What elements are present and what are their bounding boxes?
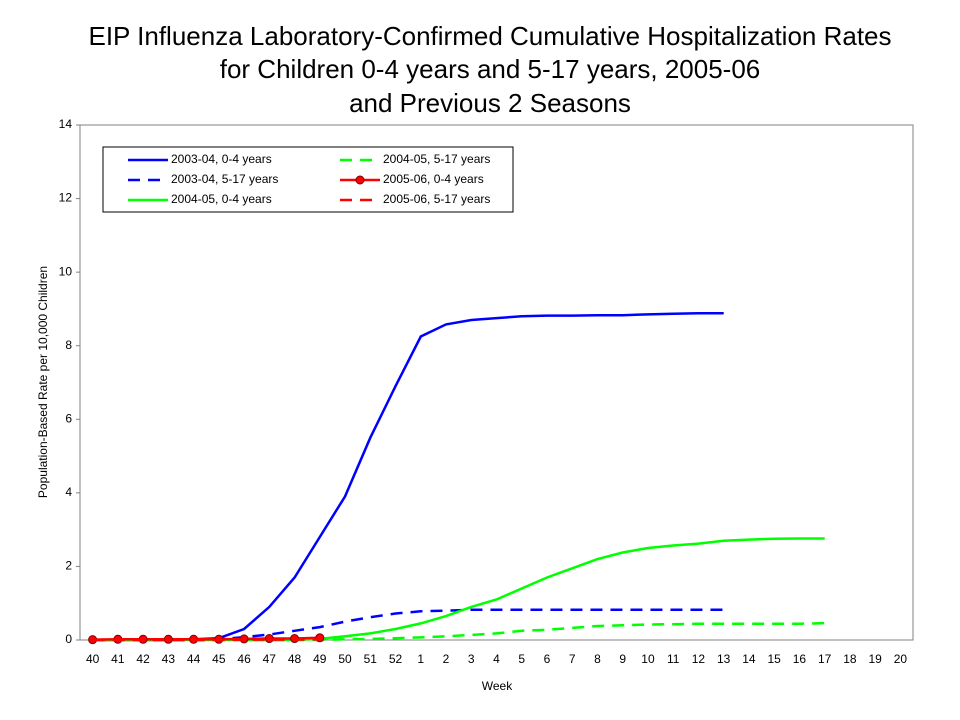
legend-label: 2003-04, 5-17 years xyxy=(171,172,278,186)
x-tick-label: 8 xyxy=(594,652,601,666)
legend-label: 2004-05, 0-4 years xyxy=(171,192,272,206)
x-tick-label: 46 xyxy=(237,652,251,666)
y-tick-label: 6 xyxy=(65,411,72,425)
x-tick-label: 2 xyxy=(443,652,450,666)
x-tick-label: 3 xyxy=(468,652,475,666)
line xyxy=(92,312,724,642)
x-tick-label: 14 xyxy=(742,652,756,666)
y-tick-label: 12 xyxy=(59,191,73,205)
y-tick-label: 14 xyxy=(59,117,73,131)
x-tick-label: 13 xyxy=(717,652,731,666)
chart-title: and Previous 2 Seasons xyxy=(349,88,631,118)
plot-area xyxy=(79,124,914,641)
x-tick-label: 40 xyxy=(86,652,100,666)
chart-title: EIP Influenza Laboratory-Confirmed Cumul… xyxy=(88,21,891,51)
line xyxy=(92,621,825,642)
x-tick-label: 7 xyxy=(569,652,576,666)
x-tick-label: 41 xyxy=(111,652,125,666)
x-tick-label: 6 xyxy=(544,652,551,666)
x-tick-label: 42 xyxy=(136,652,150,666)
x-tick-label: 20 xyxy=(894,652,908,666)
line xyxy=(92,608,724,642)
x-tick-label: 12 xyxy=(692,652,706,666)
x-tick-label: 51 xyxy=(364,652,378,666)
marker xyxy=(163,634,173,644)
chart-title: for Children 0-4 years and 5-17 years, 2… xyxy=(220,54,761,84)
marker xyxy=(315,633,325,643)
y-axis-label: Population-Based Rate per 10,000 Childre… xyxy=(36,266,50,498)
y-tick-label: 2 xyxy=(65,559,72,573)
x-tick-label: 48 xyxy=(288,652,302,666)
x-tick-label: 10 xyxy=(641,652,655,666)
x-tick-label: 11 xyxy=(667,652,680,666)
x-tick-label: 16 xyxy=(793,652,807,666)
x-axis-label: Week xyxy=(482,679,513,693)
legend-label: 2005-06, 5-17 years xyxy=(383,192,490,206)
y-tick-label: 4 xyxy=(65,485,72,499)
x-tick-label: 50 xyxy=(338,652,352,666)
legend-marker xyxy=(355,175,365,185)
legend-label: 2004-05, 5-17 years xyxy=(383,152,490,166)
legend-label: 2005-06, 0-4 years xyxy=(383,172,484,186)
x-tick-label: 17 xyxy=(818,652,832,666)
x-tick-label: 44 xyxy=(187,652,201,666)
x-tick-label: 4 xyxy=(493,652,500,666)
x-tick-label: 49 xyxy=(313,652,327,666)
x-tick-label: 18 xyxy=(843,652,857,666)
x-tick-label: 47 xyxy=(263,652,277,666)
x-tick-label: 1 xyxy=(417,652,424,666)
x-tick-label: 9 xyxy=(619,652,626,666)
line xyxy=(92,638,320,642)
line xyxy=(92,636,320,641)
x-tick-label: 15 xyxy=(767,652,781,666)
x-tick-label: 45 xyxy=(212,652,226,666)
legend xyxy=(102,146,514,213)
marker xyxy=(264,634,274,644)
x-tick-label: 52 xyxy=(389,652,403,666)
x-tick-label: 19 xyxy=(868,652,882,666)
legend-label: 2003-04, 0-4 years xyxy=(171,152,272,166)
y-tick-label: 8 xyxy=(65,338,72,352)
y-tick-label: 10 xyxy=(59,264,73,278)
x-tick-label: 5 xyxy=(518,652,525,666)
y-tick-label: 0 xyxy=(65,632,72,646)
x-tick-label: 43 xyxy=(162,652,176,666)
